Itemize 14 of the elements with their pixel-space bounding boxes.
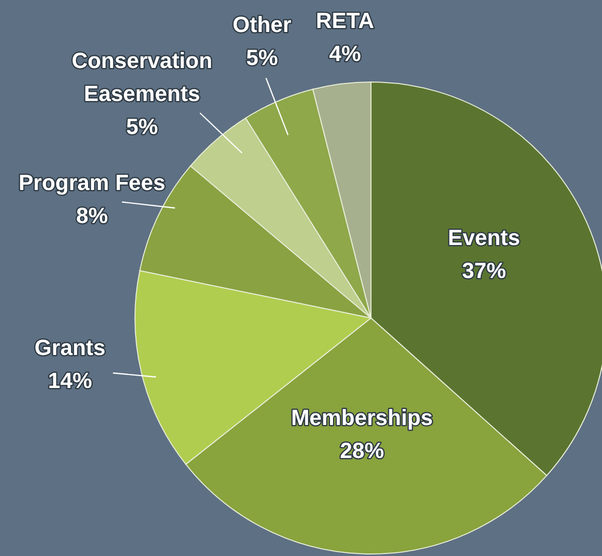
slice-label: Program Fees — [18, 170, 166, 195]
slice-label: Other — [232, 12, 292, 37]
data-label: 8% — [76, 203, 108, 228]
data-label: 4% — [329, 41, 361, 66]
slice-label: RETA — [316, 8, 374, 33]
data-label: 14% — [48, 368, 92, 393]
data-label: 5% — [246, 45, 278, 70]
slice-label: Conservation Easements — [72, 48, 212, 106]
slice-label: Memberships — [291, 405, 433, 430]
data-label: 28% — [340, 438, 384, 463]
data-label: 5% — [126, 114, 158, 139]
slice-label: Events — [448, 225, 520, 250]
slice-label: Grants — [34, 335, 106, 360]
data-label: 37% — [462, 258, 506, 283]
